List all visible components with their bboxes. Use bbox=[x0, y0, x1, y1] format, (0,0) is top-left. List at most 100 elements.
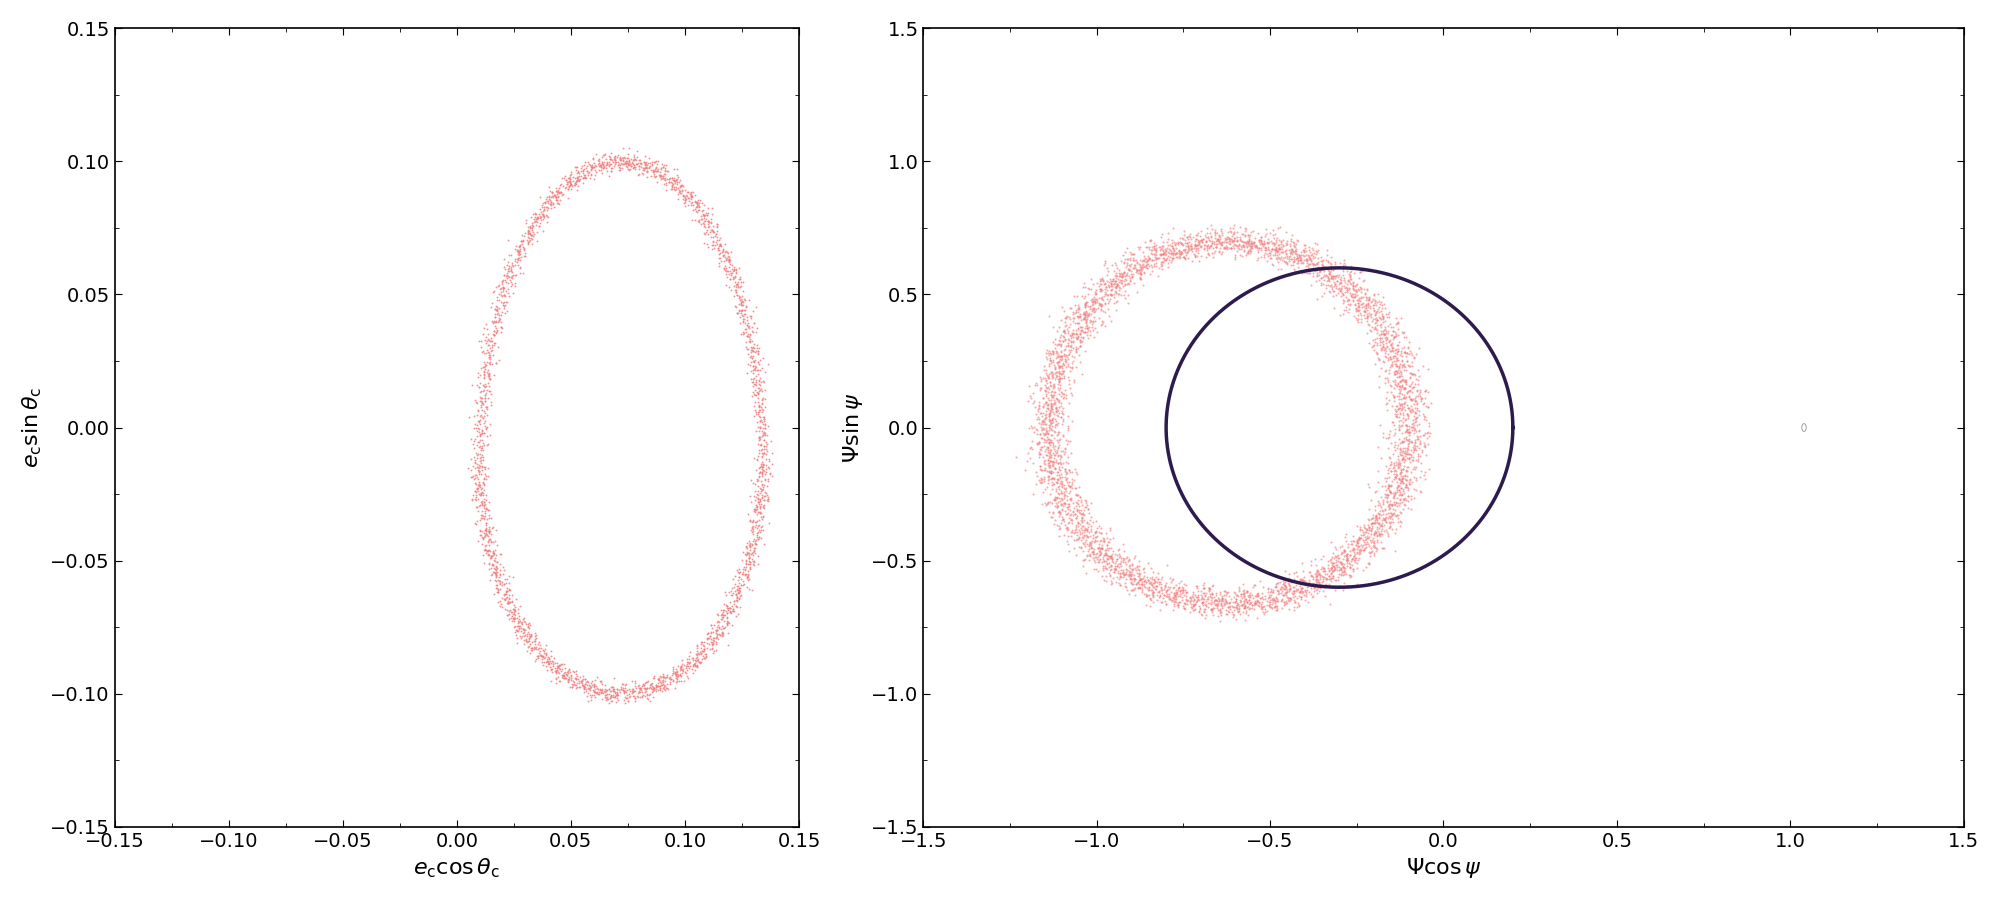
Point bbox=[698, 218, 730, 232]
Point bbox=[1374, 332, 1406, 347]
Point bbox=[1146, 248, 1178, 262]
Point bbox=[1384, 487, 1416, 502]
Point bbox=[1346, 523, 1378, 537]
Point bbox=[708, 249, 740, 263]
Point bbox=[1342, 300, 1374, 314]
Point bbox=[1376, 388, 1408, 403]
Point bbox=[1262, 594, 1294, 608]
Point bbox=[624, 680, 656, 695]
Point bbox=[1042, 394, 1074, 408]
Point bbox=[1246, 236, 1278, 250]
Point bbox=[1378, 418, 1410, 432]
Point bbox=[590, 689, 622, 704]
Point bbox=[480, 581, 512, 596]
Point bbox=[612, 688, 644, 703]
Point bbox=[1066, 540, 1098, 554]
Point bbox=[1384, 441, 1416, 456]
Point bbox=[1142, 250, 1174, 265]
Point bbox=[1328, 294, 1360, 308]
Point bbox=[1316, 568, 1348, 582]
Point bbox=[516, 629, 548, 643]
Point bbox=[1300, 586, 1332, 600]
Point bbox=[1078, 561, 1110, 576]
Point bbox=[1390, 464, 1422, 478]
Point bbox=[1210, 595, 1242, 609]
Point bbox=[1376, 399, 1408, 414]
Point bbox=[468, 460, 500, 474]
Point bbox=[514, 220, 546, 234]
Point bbox=[1374, 501, 1406, 515]
Point bbox=[1400, 435, 1432, 450]
Point bbox=[1274, 578, 1306, 593]
Point bbox=[1084, 297, 1116, 312]
Point bbox=[1064, 310, 1096, 324]
Point bbox=[1252, 581, 1284, 596]
Point bbox=[1048, 324, 1080, 339]
Point bbox=[1390, 498, 1422, 513]
Point bbox=[1074, 553, 1106, 568]
Point bbox=[746, 384, 778, 398]
Point bbox=[1058, 533, 1090, 548]
Point bbox=[1384, 519, 1416, 533]
Point bbox=[568, 681, 600, 696]
Point bbox=[578, 684, 610, 698]
Point bbox=[1412, 362, 1444, 377]
Point bbox=[738, 343, 770, 358]
Point bbox=[1324, 259, 1356, 274]
Point bbox=[702, 256, 734, 270]
Point bbox=[472, 345, 504, 359]
Point bbox=[572, 689, 604, 704]
Point bbox=[630, 161, 662, 176]
Point bbox=[1360, 520, 1392, 534]
Point bbox=[740, 487, 772, 502]
Point bbox=[696, 223, 728, 237]
Point bbox=[1040, 496, 1072, 510]
Point bbox=[470, 331, 502, 345]
Point bbox=[588, 148, 620, 162]
Point bbox=[1040, 468, 1072, 482]
Point bbox=[590, 156, 622, 170]
Point bbox=[736, 324, 768, 339]
Point bbox=[686, 637, 718, 651]
Point bbox=[1038, 410, 1070, 424]
Point bbox=[1388, 372, 1420, 387]
Point bbox=[1174, 590, 1206, 605]
Point bbox=[1104, 263, 1136, 278]
Point bbox=[650, 683, 682, 697]
Point bbox=[1090, 542, 1122, 557]
Point bbox=[1254, 582, 1286, 596]
Point bbox=[1386, 475, 1418, 489]
Point bbox=[712, 605, 744, 620]
Point bbox=[1262, 576, 1294, 590]
Point bbox=[740, 424, 772, 439]
Point bbox=[712, 617, 744, 632]
Point bbox=[1054, 334, 1086, 349]
Point bbox=[1194, 248, 1226, 262]
Point bbox=[498, 611, 530, 625]
Point bbox=[612, 682, 644, 696]
Point bbox=[472, 408, 504, 423]
Point bbox=[612, 694, 644, 708]
Point bbox=[1314, 574, 1346, 588]
Point bbox=[740, 532, 772, 547]
Point bbox=[1312, 273, 1344, 287]
Point bbox=[604, 152, 636, 167]
Point bbox=[1306, 262, 1338, 277]
Point bbox=[1046, 352, 1078, 367]
Point bbox=[1296, 243, 1328, 258]
Point bbox=[1104, 550, 1136, 564]
Point bbox=[738, 513, 770, 527]
Point bbox=[1296, 241, 1328, 255]
Point bbox=[1100, 294, 1132, 308]
Point bbox=[1030, 421, 1062, 435]
Point bbox=[712, 610, 744, 624]
Point bbox=[1274, 236, 1306, 250]
Point bbox=[740, 484, 772, 498]
Point bbox=[1340, 302, 1372, 316]
Point bbox=[1072, 307, 1104, 322]
Point bbox=[1122, 559, 1154, 573]
Point bbox=[472, 327, 504, 341]
Point bbox=[1320, 268, 1352, 283]
Point bbox=[1388, 373, 1420, 387]
Point bbox=[1392, 501, 1424, 515]
